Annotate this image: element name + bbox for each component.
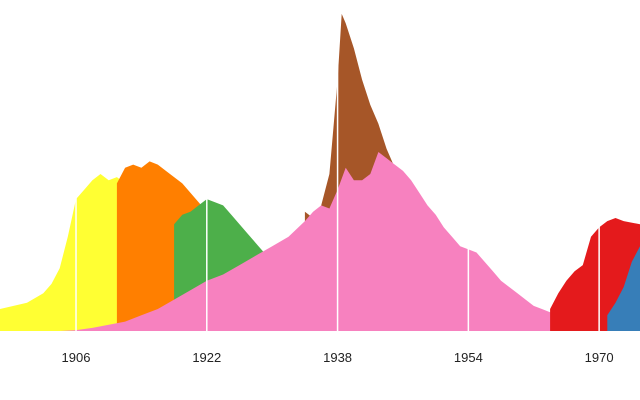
vertical-gridlines — [75, 60, 600, 331]
x-tick-label: 1922 — [192, 350, 221, 365]
x-tick-label: 1906 — [62, 350, 91, 365]
area-series-4 — [0, 152, 640, 331]
x-tick-label: 1938 — [323, 350, 352, 365]
x-tick-label: 1970 — [585, 350, 614, 365]
area-series-6 — [607, 246, 640, 331]
area-series-group — [0, 13, 640, 332]
x-axis-ticks: 1906 1922 1938 1954 1970 — [62, 350, 614, 365]
x-tick-label: 1954 — [454, 350, 483, 365]
